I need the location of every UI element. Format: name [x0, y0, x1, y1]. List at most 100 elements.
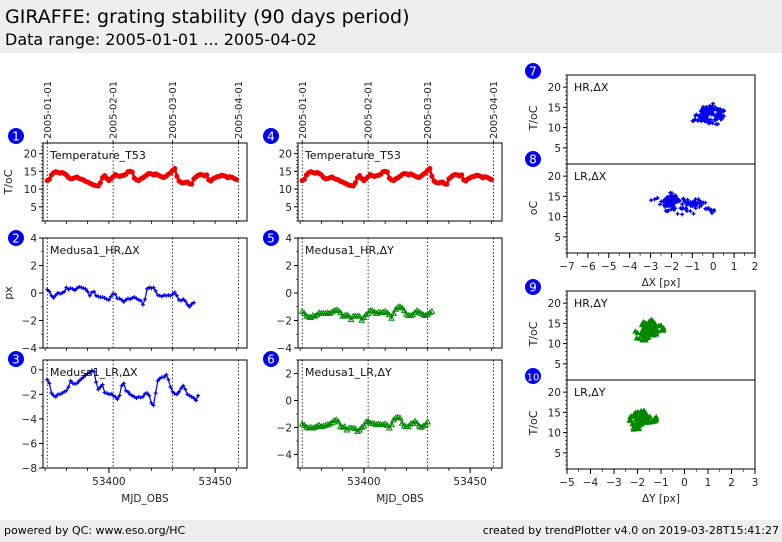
scatter-point: [692, 199, 697, 204]
data-point: [100, 295, 105, 300]
y-tick-label: 15: [548, 318, 561, 330]
x-tick-label: 2: [728, 477, 735, 489]
data-point: [358, 423, 366, 430]
scatter-point: [633, 334, 640, 341]
data-point: [168, 293, 173, 298]
panel-badge-number: 3: [12, 353, 20, 367]
data-point: [121, 299, 126, 304]
plot-frame: [566, 379, 756, 470]
panel-label: LR,ΔX: [574, 170, 607, 183]
data-point: [53, 293, 58, 298]
data-point: [113, 394, 118, 399]
scatter-point: [634, 329, 641, 336]
y-tick-label: 20: [548, 387, 561, 399]
data-point: [174, 173, 180, 179]
data-point: [162, 375, 167, 380]
panel-badge-number: 10: [527, 373, 540, 384]
data-point: [123, 388, 128, 393]
x-tick-label: 2: [752, 261, 759, 273]
data-point: [170, 389, 175, 394]
scatter-point: [712, 207, 717, 212]
data-point: [379, 420, 387, 428]
panel-label: Medusa1_HR,ΔX: [50, 244, 140, 257]
x-tick-label: −3: [643, 261, 658, 273]
data-point: [181, 297, 186, 302]
data-point: [151, 403, 156, 408]
data-point: [46, 176, 52, 182]
data-point: [138, 298, 143, 303]
scatter-point: [709, 208, 714, 213]
data-point: [45, 287, 50, 292]
data-point: [55, 291, 60, 295]
y-tick-label: 10: [548, 339, 561, 351]
data-point: [81, 375, 86, 380]
data-point: [400, 307, 408, 314]
data-point: [298, 307, 306, 314]
scatter-point: [694, 203, 699, 208]
data-point: [334, 418, 342, 425]
y-axis-label: T/oC: [2, 169, 15, 195]
x-tick-label: 53450: [198, 476, 231, 488]
x-axis-label: MJD_OBS: [121, 493, 169, 505]
data-point: [145, 286, 150, 291]
data-point: [147, 285, 152, 290]
data-point: [364, 417, 372, 424]
data-point: [81, 286, 86, 291]
y-tick-label: −6: [22, 438, 38, 450]
data-point: [115, 397, 120, 402]
scatter-point: [669, 207, 674, 212]
data-point: [145, 391, 150, 396]
data-point: [362, 418, 370, 425]
scatter-point: [653, 413, 660, 420]
x-tick-label: −6: [580, 261, 596, 273]
data-point: [106, 392, 111, 397]
panel-10: 5 10 15 20 −5 −4 −3 −2 −1 0 1 2 3 ΔY [px] LR,ΔY T/oC 10: [525, 368, 758, 505]
scatter-point: [707, 111, 712, 116]
x-tick-label: −1: [685, 261, 700, 273]
y-tick-label: 5: [554, 143, 561, 155]
panel-badge: [525, 63, 541, 79]
data-point: [149, 286, 154, 291]
data-point: [317, 423, 325, 430]
data-point: [60, 291, 65, 295]
date-tick-label: 2005-03-01: [168, 81, 179, 139]
data-point: [347, 315, 355, 323]
data-point: [383, 309, 391, 316]
panel-badge: [263, 230, 279, 246]
data-point: [130, 295, 135, 300]
data-point: [411, 417, 419, 424]
y-axis-label: T/oC: [527, 410, 540, 436]
data-point: [157, 376, 162, 381]
y-tick-label: 0: [285, 396, 292, 408]
data-point: [419, 422, 427, 429]
x-axis-label: ΔX [px]: [642, 277, 681, 289]
scatter-point: [636, 419, 643, 426]
panel-badge: [525, 151, 541, 167]
plot-frame: [566, 290, 756, 381]
date-tick-label: 2005-01-01: [298, 81, 309, 139]
data-point: [157, 293, 162, 298]
data-point: [79, 285, 84, 290]
panel-badge-number: 5: [267, 232, 275, 246]
x-tick-label: 53400: [347, 476, 380, 488]
data-point: [64, 388, 69, 393]
data-point: [102, 390, 107, 395]
data-point: [68, 286, 73, 291]
scatter-point: [705, 105, 710, 110]
data-point: [132, 394, 137, 399]
data-point: [166, 377, 171, 382]
data-point: [128, 297, 133, 302]
data-point: [153, 288, 158, 293]
data-point: [427, 165, 433, 172]
y-tick-label: 5: [554, 448, 561, 460]
data-point: [339, 312, 347, 319]
data-point: [94, 380, 99, 385]
data-point: [117, 393, 122, 398]
data-point: [313, 422, 321, 429]
x-tick-label: 1: [731, 261, 738, 273]
y-tick-label: 20: [279, 149, 292, 161]
data-point: [89, 290, 94, 295]
y-axis-label: T/oC: [527, 105, 540, 131]
scatter-point: [696, 118, 701, 123]
